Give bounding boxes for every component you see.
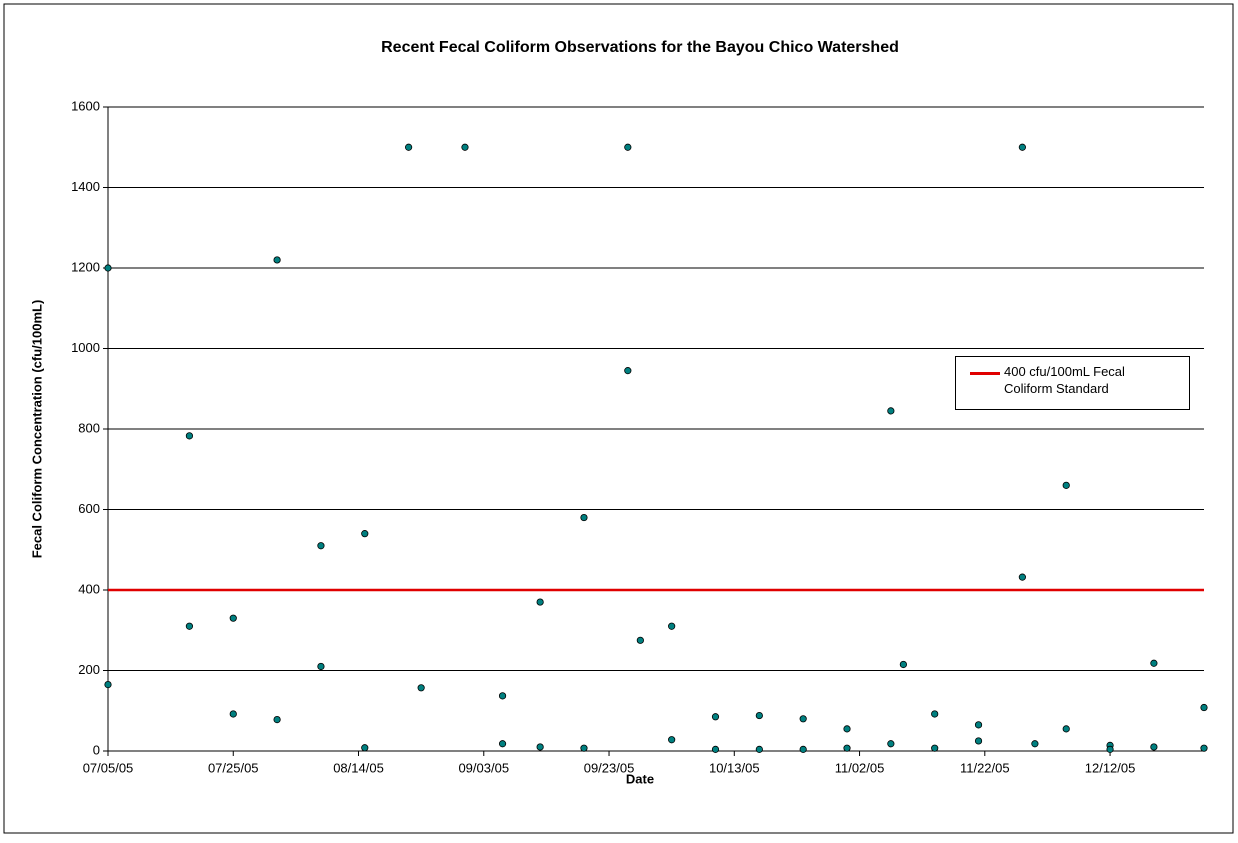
data-point <box>1018 143 1026 151</box>
data-point <box>1150 659 1158 667</box>
x-tick-label: 11/02/05 <box>835 760 885 775</box>
data-point <box>636 636 644 644</box>
x-tick-label: 07/25/05 <box>208 760 259 775</box>
x-tick-label: 09/03/05 <box>458 760 509 775</box>
data-point <box>361 744 369 752</box>
data-point <box>461 143 469 151</box>
data-point <box>536 743 544 751</box>
x-tick-label: 12/12/05 <box>1085 760 1136 775</box>
data-point <box>887 407 895 415</box>
data-point <box>624 367 632 375</box>
x-axis-label: Date <box>626 771 654 786</box>
data-point <box>755 745 763 753</box>
data-point <box>931 710 939 718</box>
data-point <box>668 736 676 744</box>
data-point <box>417 684 425 692</box>
data-point <box>104 680 112 689</box>
data-point <box>1031 740 1039 748</box>
y-tick-label: 1000 <box>71 340 100 355</box>
legend: 400 cfu/100mL Fecal Coliform Standard <box>955 356 1190 410</box>
data-point <box>580 513 588 522</box>
data-point <box>580 744 588 752</box>
data-point <box>899 660 907 669</box>
data-point <box>1200 744 1208 752</box>
x-tick-label: 09/23/05 <box>584 760 635 775</box>
y-axis-label: Fecal Coliform Concentration (cfu/100mL) <box>29 300 44 559</box>
data-point <box>624 143 632 151</box>
data-point <box>1062 481 1070 489</box>
data-point <box>974 721 983 729</box>
data-point <box>405 143 413 151</box>
data-point <box>755 711 763 720</box>
x-tick-label: 07/05/05 <box>83 760 134 775</box>
y-tick-label: 600 <box>78 501 100 516</box>
data-point <box>273 256 281 264</box>
data-point <box>843 725 851 733</box>
data-point <box>229 614 237 622</box>
y-tick-label: 1400 <box>71 179 100 194</box>
data-point <box>843 744 851 752</box>
y-tick-label: 200 <box>78 662 100 677</box>
data-point <box>1062 725 1070 733</box>
x-tick-label: 10/13/05 <box>709 760 760 775</box>
x-tick-label: 11/22/05 <box>960 760 1010 775</box>
chart-frame <box>3 3 1234 834</box>
y-tick-label: 1600 <box>71 98 100 113</box>
data-point <box>1018 573 1026 581</box>
data-point <box>799 715 807 723</box>
y-tick-label: 1200 <box>71 259 100 274</box>
data-point <box>104 264 112 272</box>
data-point <box>799 745 807 753</box>
data-point <box>668 622 676 630</box>
data-point <box>361 530 369 538</box>
x-tick-label: 08/14/05 <box>333 760 384 775</box>
data-point <box>185 432 194 440</box>
data-point <box>229 710 237 718</box>
y-tick-label: 800 <box>78 420 100 435</box>
data-point <box>273 716 281 724</box>
data-point <box>711 713 720 721</box>
y-tick-label: 400 <box>78 581 100 596</box>
data-point <box>1200 703 1208 712</box>
data-point <box>498 692 507 700</box>
data-point <box>1106 745 1114 753</box>
legend-label: 400 cfu/100mL Fecal Coliform Standard <box>1004 364 1125 396</box>
data-point <box>1150 743 1158 751</box>
data-point <box>536 598 544 606</box>
legend-swatch <box>970 372 1000 375</box>
data-point <box>887 740 895 748</box>
data-point <box>317 662 325 671</box>
data-point <box>711 745 720 753</box>
data-point <box>974 737 983 745</box>
chart-title: Recent Fecal Coliform Observations for t… <box>381 39 899 56</box>
data-point <box>498 740 507 748</box>
data-point <box>317 542 325 550</box>
y-tick-label: 0 <box>93 742 100 757</box>
data-point <box>931 744 939 752</box>
data-point <box>185 622 194 630</box>
